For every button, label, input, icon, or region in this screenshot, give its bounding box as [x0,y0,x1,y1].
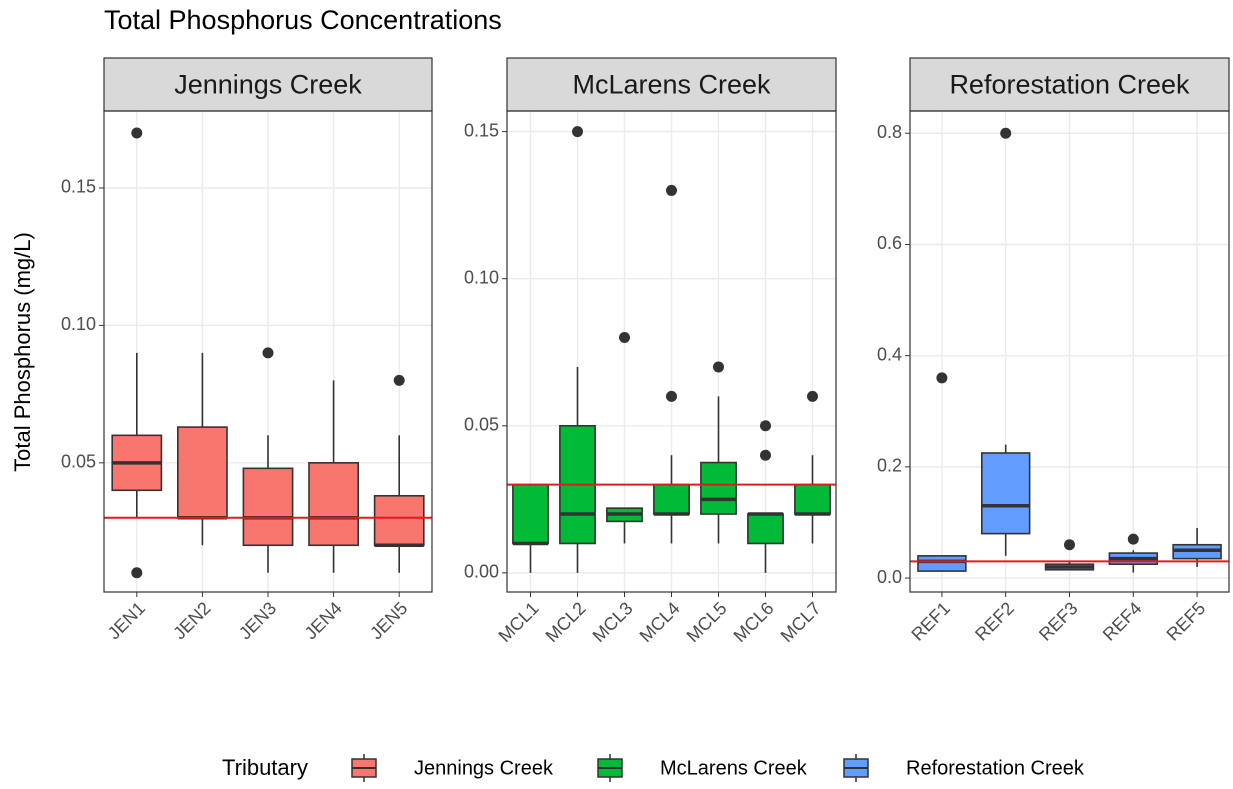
y-tick-label: 0.6 [877,233,902,253]
x-tick-label: MCL6 [730,598,778,646]
box [700,461,737,515]
y-tick-label: 0.8 [877,122,902,142]
x-tick-label: JEN5 [366,598,411,643]
x-tick-label: REF5 [1163,598,1210,645]
x-tick-label: JEN2 [169,598,214,643]
outlier [131,567,143,579]
box [177,426,228,519]
panel-strip [909,57,1230,112]
outlier [262,347,274,359]
x-tick-label: JEN4 [301,598,346,643]
outlier [760,449,771,461]
box [794,483,831,515]
y-tick-label: 0.0 [877,567,902,587]
x-tick-label: REF3 [1035,598,1082,645]
y-tick-label: 0.15 [61,177,96,197]
x-tick-label: MCL7 [777,598,825,646]
x-tick-label: REF1 [907,598,954,645]
x-tick-label: MCL3 [589,598,637,646]
y-axis-label: Total Phosphorus (mg/L) [10,232,35,472]
panel-title: Reforestation Creek [949,70,1190,100]
outlier [807,390,818,402]
x-tick-label: JEN3 [235,598,280,643]
legend-title: Tributary [222,755,308,780]
x-tick-label: JEN1 [104,598,149,643]
x-tick-label: MCL5 [683,598,731,646]
outlier [760,420,771,432]
legend-label: McLarens Creek [660,757,808,779]
x-tick-label: MCL4 [636,598,684,646]
y-tick-label: 0.10 [464,267,499,287]
box [242,467,294,547]
box [917,555,967,572]
panel-strip [103,57,433,112]
outlier [713,361,724,373]
y-tick-label: 0.4 [877,344,902,364]
chart-title: Total Phosphorus Concentrations [104,5,502,35]
x-tick-label: MCL2 [542,598,590,646]
legend-label: Reforestation Creek [906,757,1085,779]
outlier [1000,127,1012,139]
outlier [666,390,677,402]
box [980,452,1031,535]
y-tick-label: 0.05 [61,452,96,472]
x-tick-label: REF2 [971,598,1018,645]
box [653,483,690,515]
y-tick-label: 0.2 [877,456,902,476]
panel-title: Jennings Creek [174,70,362,100]
y-tick-label: 0.10 [61,314,96,334]
outlier [666,184,677,196]
outlier [393,374,405,386]
x-tick-label: REF4 [1099,598,1146,645]
outlier [1064,539,1075,551]
x-tick-label: MCL1 [495,598,543,646]
box [308,462,360,547]
box [747,513,784,545]
outlier [1127,533,1139,545]
y-tick-label: 0.05 [464,415,499,435]
box [512,483,549,545]
box [373,494,425,547]
y-tick-label: 0.00 [464,562,499,582]
outlier [936,372,948,384]
outlier [572,126,583,138]
outlier [131,127,143,139]
y-tick-label: 0.15 [464,120,499,140]
panel-strip [506,57,837,112]
outlier [619,332,630,344]
panel-title: McLarens Creek [572,70,771,100]
legend-label: Jennings Creek [414,757,554,779]
